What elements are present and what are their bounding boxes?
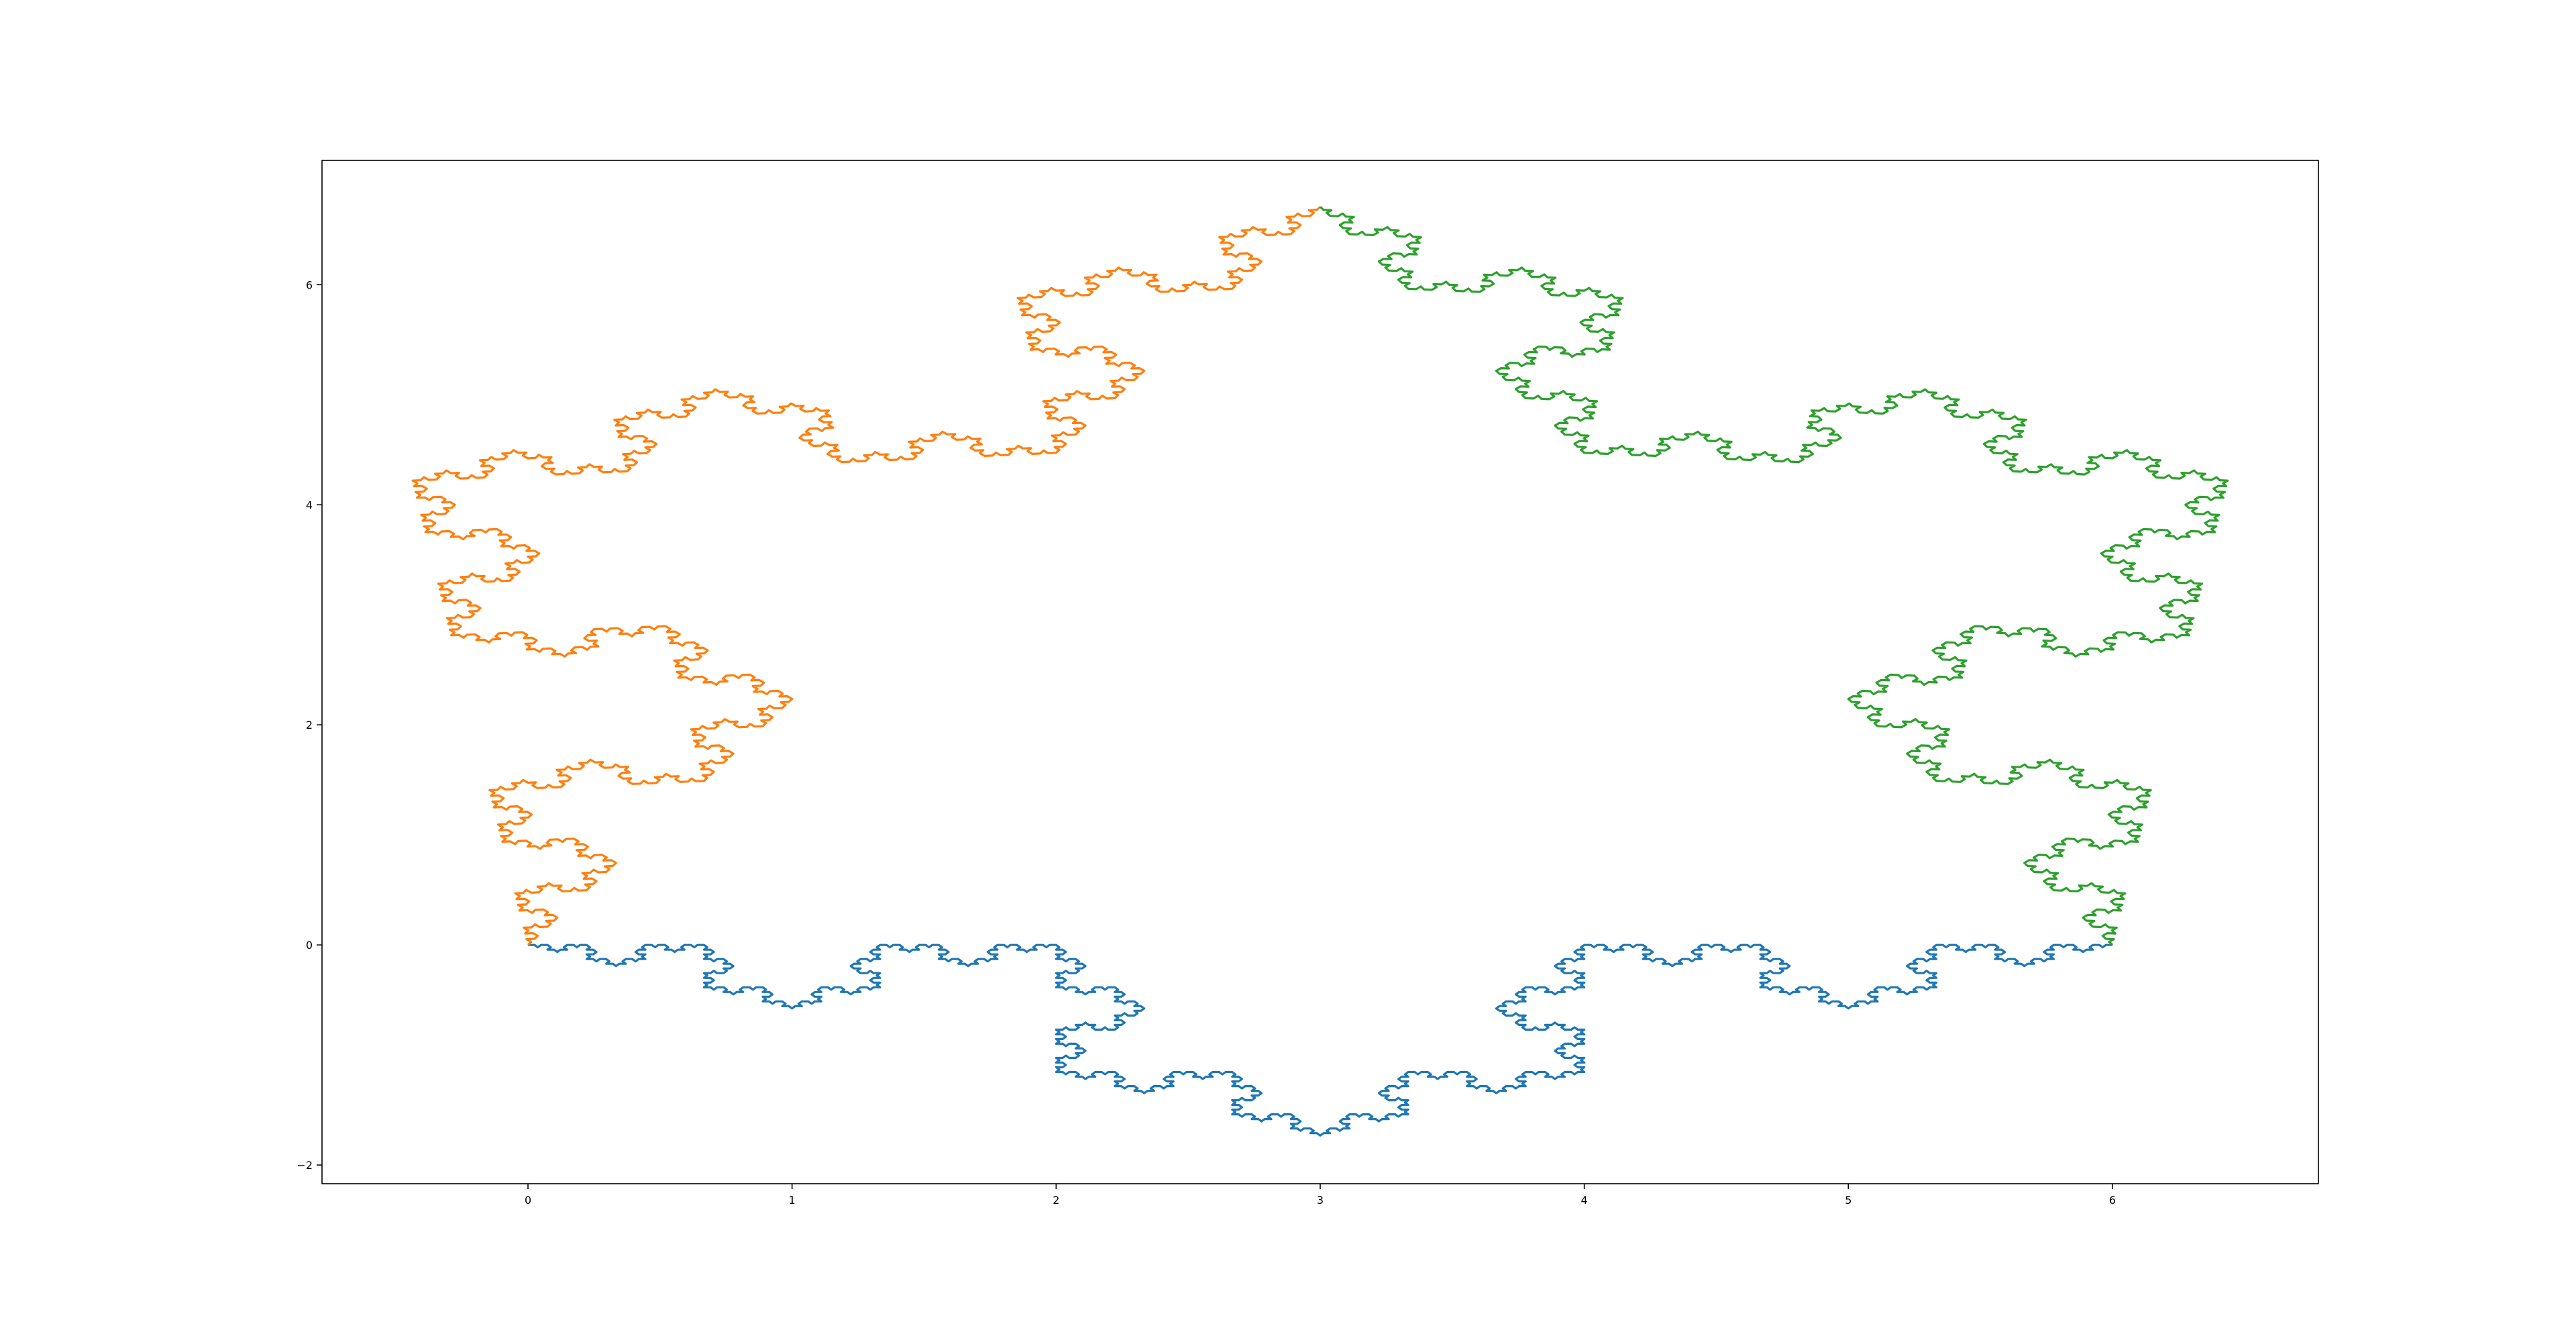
- series-line-1: [411, 206, 1322, 946]
- series-line-0: [528, 943, 2112, 1137]
- y-tick-label: −2: [297, 1159, 313, 1172]
- y-tick-label: 6: [306, 278, 313, 291]
- x-tick-label: 3: [1317, 1194, 1324, 1207]
- x-tick-label: 0: [525, 1194, 531, 1207]
- y-tick-label: 0: [306, 939, 313, 952]
- x-axis: 0 1 2 3 4 5 6: [525, 1184, 2116, 1207]
- x-tick-label: 1: [789, 1194, 796, 1207]
- series-layer: [411, 206, 2229, 1137]
- x-tick-label: 6: [2109, 1194, 2116, 1207]
- y-tick-label: 4: [306, 499, 313, 511]
- x-tick-label: 2: [1053, 1194, 1059, 1207]
- y-axis: −2 0 2 4 6: [297, 278, 322, 1172]
- x-tick-label: 4: [1581, 1194, 1588, 1207]
- y-tick-label: 2: [306, 719, 313, 731]
- x-tick-label: 5: [1845, 1194, 1851, 1207]
- series-line-2: [1319, 206, 2229, 946]
